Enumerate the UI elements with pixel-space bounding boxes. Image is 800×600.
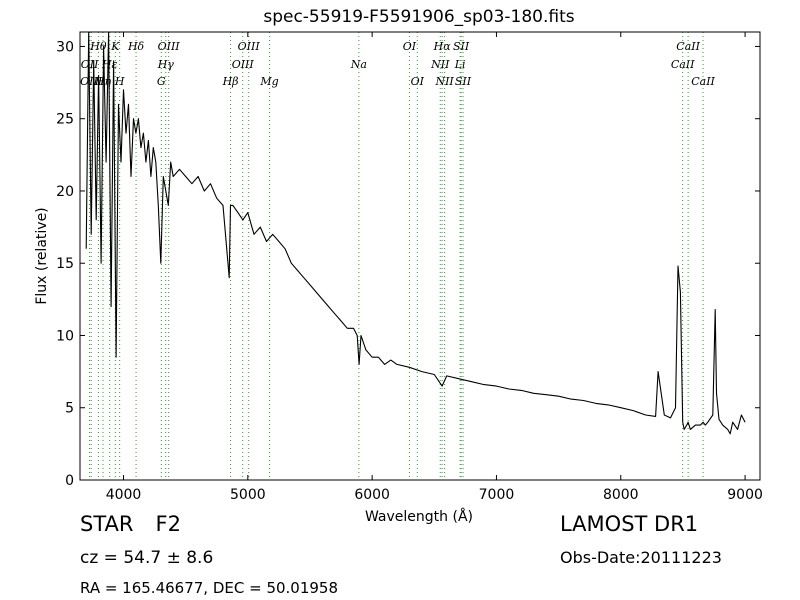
ra-dec-coordinates: RA = 165.46677, DEC = 50.01958 [80, 579, 339, 597]
spectrum-line [85, 31, 746, 435]
y-tick-label: 30 [56, 39, 74, 55]
survey-name: LAMOST DR1 [560, 512, 699, 536]
line-marker-label: NII [430, 58, 450, 71]
observation-date: Obs-Date:20111223 [560, 548, 722, 567]
x-axis-label: Wavelength (Å) [365, 508, 473, 525]
line-marker-label: OI [403, 40, 417, 53]
redshift-cz: cz = 54.7 ± 8.6 [80, 548, 214, 568]
y-tick-label: 15 [56, 256, 74, 272]
x-tick-label: 6000 [354, 487, 390, 503]
line-marker-label: Hθ [89, 40, 107, 53]
x-tick-label: 7000 [479, 487, 515, 503]
line-marker-label: SII [453, 40, 470, 53]
object-classification: STAR F2 [80, 512, 181, 536]
line-marker-label: OI [411, 75, 425, 88]
line-marker-label: NII [434, 75, 454, 88]
line-marker-label: Na [350, 58, 367, 71]
line-marker-label: H [114, 75, 125, 88]
y-tick-label: 0 [65, 473, 74, 489]
line-marker-label: OIII [158, 40, 181, 53]
line-marker-label: Hγ [157, 58, 175, 71]
line-marker-label: OIII [80, 75, 103, 88]
line-marker-label: Hδ [127, 40, 145, 53]
line-marker-label: OII [81, 58, 99, 71]
x-tick-label: 8000 [603, 487, 639, 503]
y-tick-label: 20 [56, 184, 74, 200]
line-marker-label: OIII [232, 58, 255, 71]
chart-title: spec-55919-F5591906_sp03-180.fits [263, 7, 574, 27]
line-marker-label: Hβ [222, 75, 239, 88]
line-marker-label: CaII [676, 40, 700, 53]
line-marker-label: OIII [238, 40, 261, 53]
plot-frame [79, 31, 761, 481]
y-axis-label: Flux (relative) [34, 207, 50, 304]
y-tick-label: 10 [56, 328, 74, 344]
line-marker-label: Mg [259, 75, 278, 88]
line-marker-label: CaII [671, 58, 695, 71]
x-tick-label: 5000 [230, 487, 266, 503]
line-marker-label: CaII [691, 75, 715, 88]
y-tick-label: 25 [56, 112, 74, 128]
line-marker-label: G [157, 75, 166, 88]
line-marker-label: SII [455, 75, 472, 88]
y-tick-label: 5 [65, 401, 74, 417]
line-marker-label: K [110, 40, 120, 53]
object-subclass: F2 [155, 512, 181, 536]
x-tick-label: 9000 [727, 487, 763, 503]
object-type: STAR [80, 512, 134, 536]
line-marker-label: Hα [433, 40, 452, 53]
line-marker-label: Li [454, 58, 466, 71]
x-tick-label: 4000 [106, 487, 142, 503]
